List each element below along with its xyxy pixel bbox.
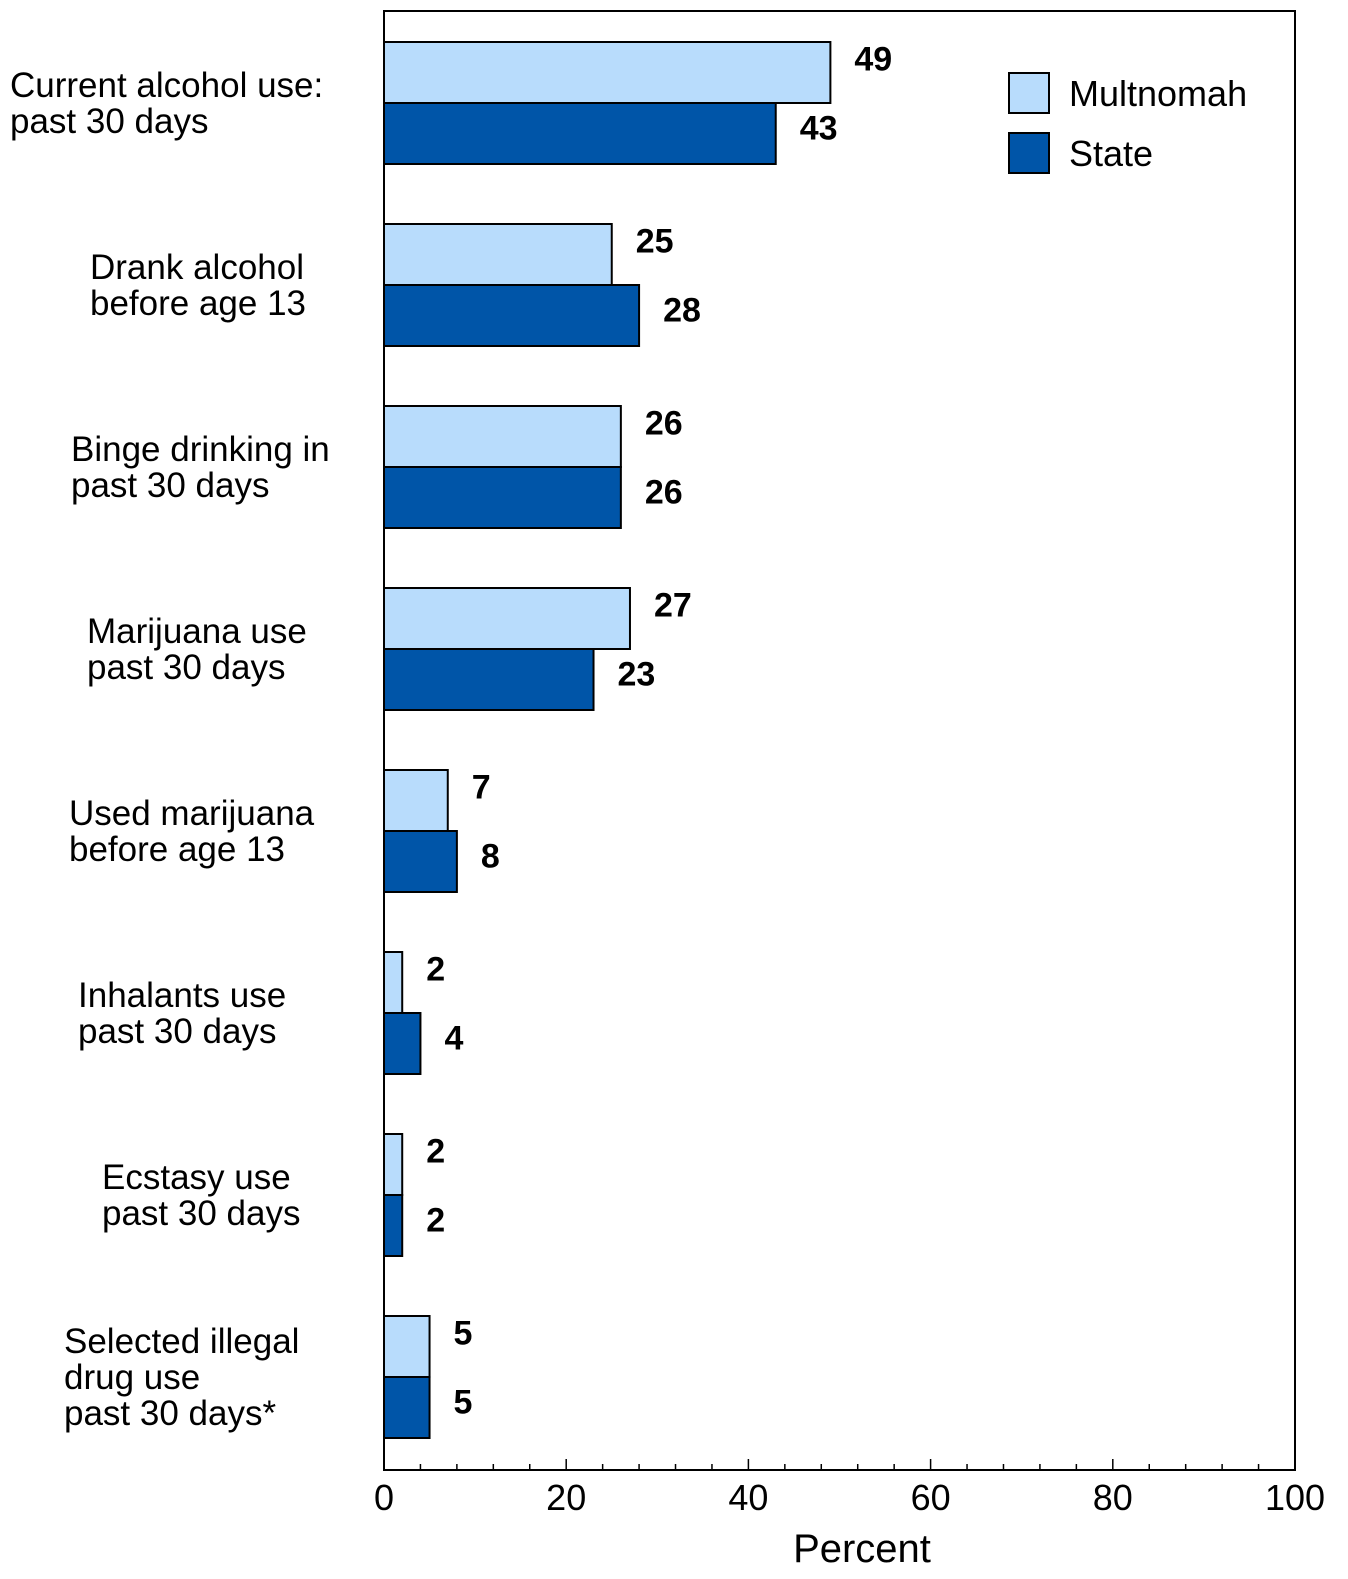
bar-state <box>383 648 595 711</box>
legend-label-state: State <box>1069 133 1153 174</box>
x-tick-label: 80 <box>1093 1477 1133 1518</box>
bar-state <box>383 1376 431 1439</box>
category-label: Binge drinking in past 30 days <box>71 430 330 505</box>
plot-frame <box>383 10 1296 1471</box>
value-label-state: 23 <box>618 656 656 694</box>
x-tick-label: 60 <box>911 1477 951 1518</box>
category-label: Used marijuana before age 13 <box>69 794 315 869</box>
value-label-multnomah: 27 <box>654 587 692 625</box>
category-label: Ecstasy use past 30 days <box>102 1158 300 1233</box>
x-tick-label: 100 <box>1265 1477 1325 1518</box>
value-label-multnomah: 2 <box>426 951 445 989</box>
x-tick-label: 0 <box>374 1477 394 1518</box>
category-label: Drank alcohol before age 13 <box>90 248 306 323</box>
value-label-state: 28 <box>663 292 701 330</box>
category-label: Current alcohol use: past 30 days <box>10 66 323 141</box>
bar-multnomah <box>383 587 631 650</box>
value-label-state: 43 <box>800 110 838 148</box>
bar-state <box>383 102 777 165</box>
bar-state <box>383 466 622 529</box>
category-label: Marijuana use past 30 days <box>87 612 307 687</box>
legend-label-multnomah: Multnomah <box>1069 73 1247 114</box>
x-tick-label: 40 <box>728 1477 768 1518</box>
value-label-state: 2 <box>426 1202 445 1240</box>
value-label-multnomah: 25 <box>636 223 674 261</box>
x-axis-title: Percent <box>793 1527 931 1571</box>
plot-area: 0 20 40 60 80 100 Current alcohol use: past 30 … <box>10 10 1325 1518</box>
x-tick-label: 20 <box>546 1477 586 1518</box>
bar-state <box>383 830 458 893</box>
value-label-state: 26 <box>645 474 683 512</box>
value-label-multnomah: 5 <box>454 1315 473 1353</box>
bar-multnomah <box>383 405 622 468</box>
value-label-multnomah: 7 <box>472 769 491 807</box>
bar-state <box>383 1194 404 1257</box>
bar-multnomah <box>383 223 613 286</box>
bar-multnomah <box>383 41 832 104</box>
value-label-multnomah: 26 <box>645 405 683 443</box>
bar-multnomah <box>383 769 449 832</box>
bar-multnomah <box>383 951 404 1014</box>
bar-multnomah <box>383 1133 404 1196</box>
bar-state <box>383 1012 422 1075</box>
legend-swatch-multnomah <box>1008 72 1050 114</box>
value-label-multnomah: 49 <box>854 41 892 79</box>
value-label-state: 4 <box>444 1020 463 1058</box>
category-label: Selected illegal drug use past 30 days* <box>64 1322 299 1433</box>
value-label-state: 8 <box>481 838 500 876</box>
value-label-state: 5 <box>454 1384 473 1422</box>
category-label: Inhalants use past 30 days <box>78 976 286 1051</box>
legend-swatch-state <box>1008 132 1050 174</box>
bar-state <box>383 284 641 347</box>
value-label-multnomah: 2 <box>426 1133 445 1171</box>
bar-multnomah <box>383 1315 431 1378</box>
